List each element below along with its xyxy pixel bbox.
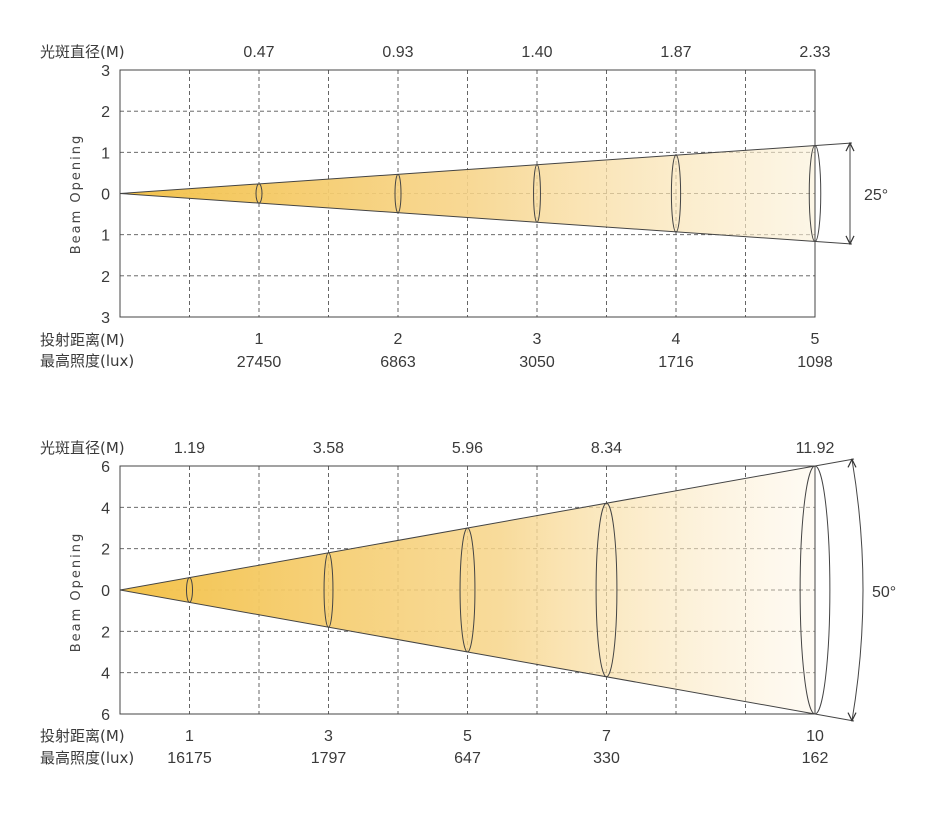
chart-2-y-tick-label: 2 [101,624,110,641]
chart-1-distance-value: 4 [672,331,681,348]
chart-1-distance-value: 2 [394,331,403,348]
chart-2-spot-diameter-value: 8.34 [591,440,622,457]
chart-1-illuminance-value: 3050 [519,354,555,371]
chart-1-y-tick-label: 1 [101,228,110,245]
chart-2-distance-value: 5 [463,728,472,745]
chart-2: 光斑直径(M) 1.19 3.58 5.96 8.34 11.92 6 4 2 0 2 4 6 Be… [40,439,896,767]
chart-2-spot-diameter-values: 1.19 3.58 5.96 8.34 11.92 [174,440,835,457]
chart-1-cone-edge-top [119,142,853,194]
chart-2-spot-diameter-value: 5.96 [452,440,483,457]
chart-2-illuminance-label: 最高照度(lux) [40,749,134,767]
chart-1-frame [119,69,816,318]
chart-2-illuminance-values: 16175 1797 647 330 162 [167,750,828,767]
chart-2-illuminance-value: 647 [454,750,481,767]
chart-1-spot-ring [255,183,263,204]
chart-2-beam-cone [120,466,815,714]
chart-1-spot-diameter-value: 0.93 [382,44,413,61]
chart-1-illuminance-value: 1098 [797,354,833,371]
chart-2-throw-distance-label: 投射距离(M) [40,727,125,745]
chart-1-illuminance-value: 1716 [658,354,694,371]
chart-2-cone-edge-bottom [119,589,855,722]
chart-1-distance-value: 1 [255,331,264,348]
chart-1-illuminance-value: 27450 [237,354,282,371]
chart-2-angle-arrow-top [847,458,857,468]
chart-2-spot-diameter-value: 11.92 [796,440,835,457]
chart-1-illuminance-label: 最高照度(lux) [40,352,134,370]
chart-2-distance-value: 7 [602,728,611,745]
chart-1-cone-edge-bottom [119,193,853,245]
chart-1-spot-diameter-value: 1.87 [660,44,691,61]
chart-1-distance-values: 1 2 3 4 5 [255,331,820,348]
chart-2-cone-outline [119,458,855,722]
chart-2-distance-value: 10 [806,728,824,745]
chart-2-y-ticks: 6 4 2 0 2 4 6 [101,459,110,724]
chart-1-spot-ring [670,154,682,233]
chart-1-distance-value: 3 [533,331,542,348]
chart-2-spot-diameter-label: 光斑直径(M) [40,439,125,457]
chart-2-distance-value: 1 [185,728,194,745]
chart-2-y-tick-label: 2 [101,542,110,559]
chart-2-illuminance-value: 162 [802,750,829,767]
chart-1-y-tick-label: 2 [101,104,110,121]
chart-2-beam-angle: 50° [872,584,896,601]
chart-2-illuminance-value: 330 [593,750,620,767]
chart-2-y-axis-label: Beam Opening [69,532,84,653]
chart-2-y-tick-label: 6 [101,707,110,724]
chart-1-spot-diameter-value: 2.33 [799,44,830,61]
chart-2-spot-ring [186,577,193,603]
chart-1-throw-distance-label: 投射距离(M) [40,331,125,349]
chart-1-spot-ring [533,164,541,223]
chart-2-spot-diameter-value: 3.58 [313,440,344,457]
chart-2-spot-ring [323,552,334,628]
chart-1-beam-angle: 25° [864,187,888,204]
chart-2-y-tick-label: 4 [101,666,110,683]
chart-2-illuminance-value: 1797 [311,750,347,767]
chart-1-spot-diameter-values: 0.47 0.93 1.40 1.87 2.33 [243,44,830,61]
chart-1-beam-cone [120,145,815,242]
chart-2-illuminance-value: 16175 [167,750,212,767]
chart-1-spot-diameter-label: 光斑直径(M) [40,43,125,61]
chart-1-beam-angle-marker [845,141,855,246]
chart-1-illuminance-value: 6863 [380,354,416,371]
chart-2-cone-edge-top [119,458,855,591]
chart-2-distance-value: 3 [324,728,333,745]
chart-1-spot-diameter-value: 0.47 [243,44,274,61]
chart-1-y-tick-label: 2 [101,269,110,286]
chart-2-y-tick-label: 4 [101,500,110,517]
chart-1-y-tick-label: 3 [101,63,110,80]
chart-1-spot-diameter-value: 1.40 [521,44,552,61]
chart-1-y-tick-label: 3 [101,310,110,327]
chart-1-angle-arrow-bottom [845,235,855,246]
chart-2-spot-ring [595,502,618,678]
chart-1-distance-value: 5 [811,331,820,348]
chart-1-y-tick-label: 0 [101,187,110,204]
chart-2-spot-ring [459,527,476,653]
chart-1-angle-arrow-top [845,141,855,152]
chart-1-illuminance-values: 27450 6863 3050 1716 1098 [237,354,833,371]
chart-1-y-ticks: 3 2 1 0 1 2 3 [101,63,110,327]
chart-1-spot-ring [394,173,402,214]
chart-2-spot-diameter-value: 1.19 [174,440,205,457]
chart-2-frame [119,465,816,715]
chart-1-y-axis-label: Beam Opening [69,134,84,255]
chart-2-distance-values: 1 3 5 7 10 [185,728,824,745]
chart-2-beam-angle-marker [847,458,864,722]
chart-1: 光斑直径(M) 0.47 0.93 1.40 1.87 2.33 3 2 1 0 1 2 3 Bea… [40,43,888,371]
chart-2-y-tick-label: 0 [101,583,110,600]
chart-2-angle-arrow-bottom [847,712,857,722]
chart-2-angle-arc [851,459,864,721]
chart-1-y-tick-label: 1 [101,145,110,162]
chart-2-y-tick-label: 6 [101,459,110,476]
chart-1-cone-outline [119,142,853,245]
